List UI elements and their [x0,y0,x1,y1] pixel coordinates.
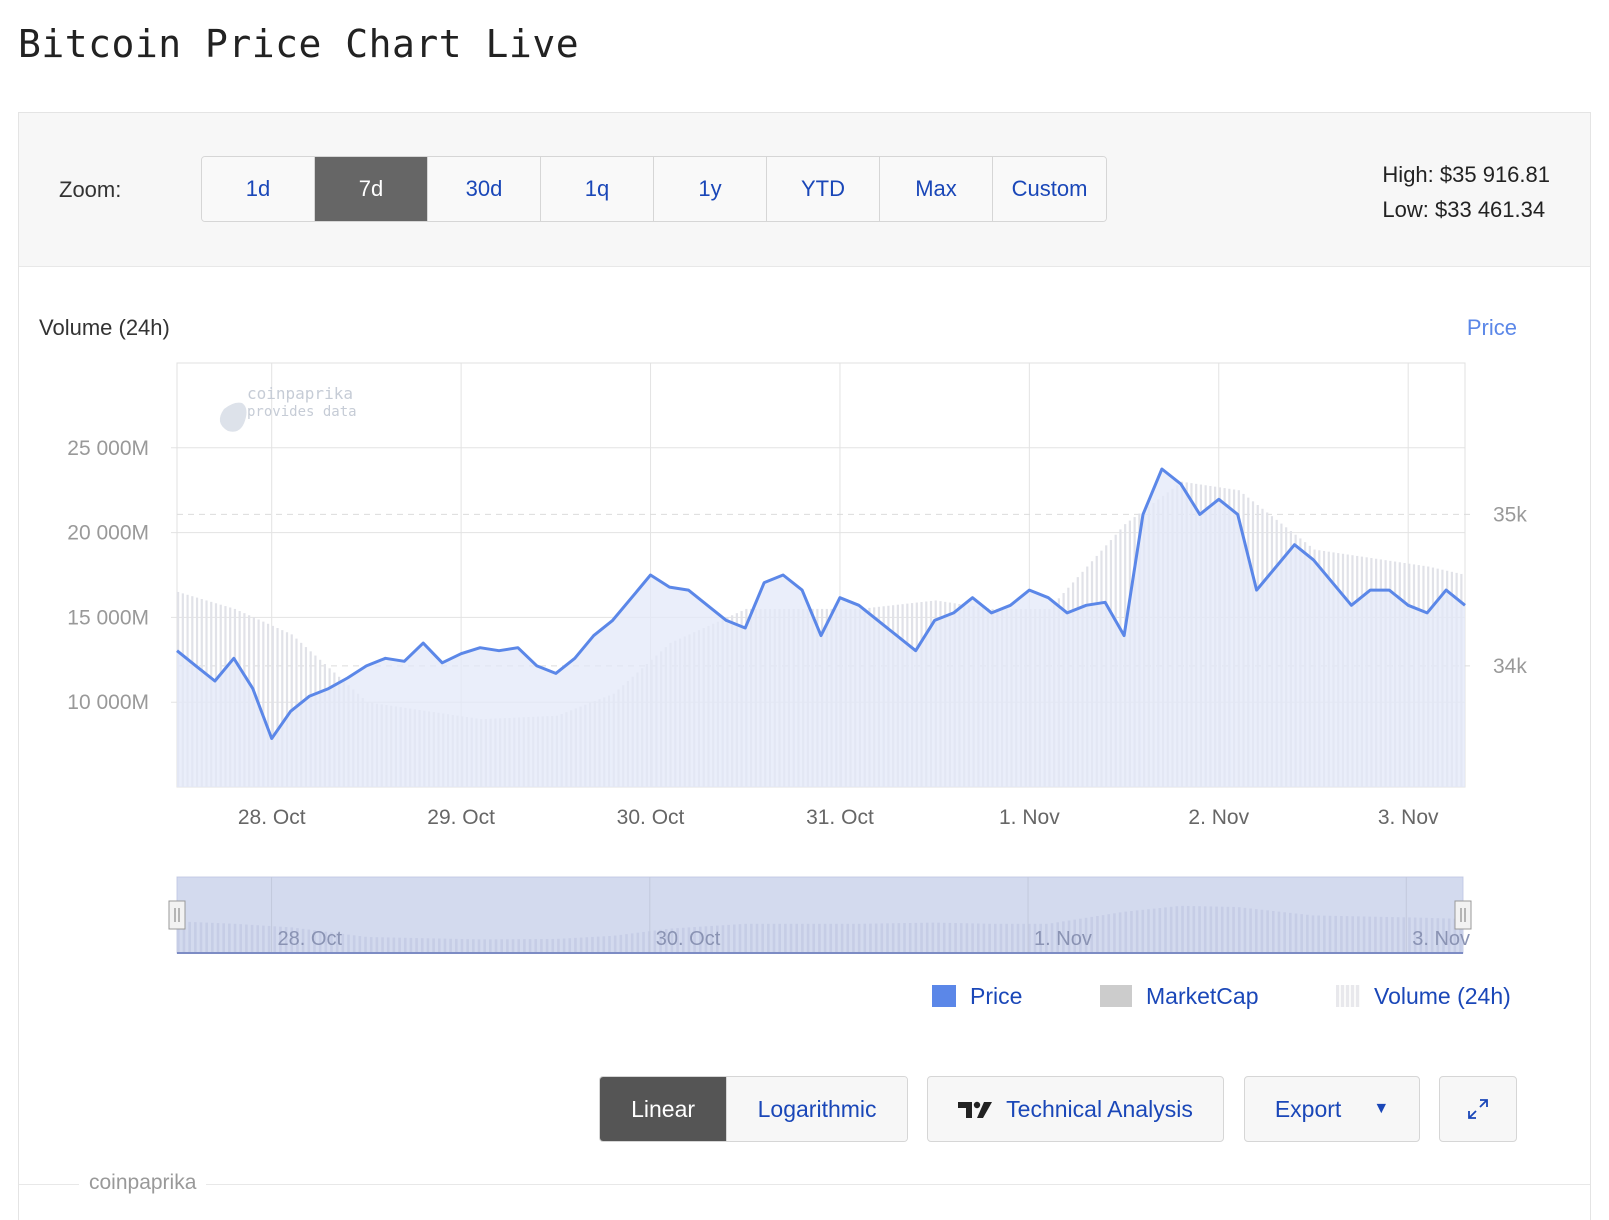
chart-widget: Zoom: 1d 7d 30d 1q 1y YTD Max Custom Hig… [18,112,1591,1220]
coinpaprika-logo [219,402,247,432]
zoom-label: Zoom: [59,177,122,202]
x-tick-label: 3. Nov [1378,806,1439,829]
navigator-label: 1. Nov [1034,928,1092,950]
caret-down-icon: ▼ [1373,1100,1390,1117]
left-axis-title: Volume (24h) [39,315,170,340]
legend-volume-label: Volume (24h) [1374,982,1511,1009]
zoom-ytd-button[interactable]: YTD [767,157,880,221]
legend-item-volume[interactable]: Volume (24h) [1336,981,1511,1011]
expand-icon [1468,1099,1488,1119]
volume-bar [281,630,284,787]
zoom-1y-button[interactable]: 1y [654,157,767,221]
right-tick-label: 35k [1493,503,1527,526]
navigator-selection [177,877,1463,953]
navigator-left-handle[interactable] [168,900,186,930]
fullscreen-button[interactable] [1439,1076,1517,1142]
watermark-name: coinpaprika [247,384,353,403]
price-line [176,467,1466,740]
navigator-right-handle[interactable] [1454,900,1472,930]
right-tick-label: 34k [1493,655,1527,678]
x-tick-label: 30. Oct [617,806,685,829]
left-tick-label: 10 000M [67,691,149,714]
x-tick-label: 28. Oct [238,806,306,829]
x-tick-label: 2. Nov [1188,806,1249,829]
zoom-custom-button[interactable]: Custom [993,157,1106,221]
navigator-label: 28. Oct [278,928,343,950]
zoom-max-button[interactable]: Max [880,157,993,221]
legend-marketcap-swatch [1100,985,1132,1007]
x-tick-label: 31. Oct [806,806,874,829]
volume-bar [285,632,289,787]
price-area [177,469,1465,787]
volume-bar [262,621,265,787]
high-price: High: $35 916.81 [1382,162,1550,187]
legend-volume-swatch [1336,985,1360,1007]
handle-body [1454,900,1472,930]
high-low-summary: High: $35 916.81 Low: $33 461.34 [1382,157,1550,227]
x-tick-label: 29. Oct [427,806,495,829]
right-axis-title: Price [1467,315,1517,340]
left-tick-label: 25 000M [67,437,149,460]
zoom-7d-button[interactable]: 7d [315,157,428,221]
page-title: Bitcoin Price Chart Live [18,22,580,66]
legend-marketcap-label: MarketCap [1146,982,1259,1009]
technical-analysis-button[interactable]: Technical Analysis [927,1076,1224,1142]
chart-toolbar: Zoom: 1d 7d 30d 1q 1y YTD Max Custom Hig… [19,113,1590,267]
footer-source: coinpaprika [79,1171,207,1195]
legend-price-label: Price [970,982,1023,1009]
low-price: Low: $33 461.34 [1382,197,1546,222]
legend-price-swatch [932,985,956,1007]
volume-bar [266,623,270,787]
legend-item-marketcap[interactable]: MarketCap [1100,981,1258,1011]
handle-body [168,900,186,930]
volume-bar [276,628,279,787]
export-label: Export [1274,1095,1342,1122]
watermark-sub: provides data [247,404,357,420]
navigator-label: 3. Nov [1412,928,1470,950]
footer-divider [19,1184,1590,1185]
tradingview-icon [958,1101,993,1118]
zoom-button-group: 1d 7d 30d 1q 1y YTD Max Custom [201,156,1107,222]
left-tick-label: 15 000M [67,606,149,629]
export-button[interactable]: Export ▼ [1244,1076,1420,1142]
zoom-30d-button[interactable]: 30d [428,157,541,221]
volume-bar [271,625,274,787]
zoom-1d-button[interactable]: 1d [202,157,315,221]
left-tick-label: 20 000M [67,522,149,545]
zoom-1q-button[interactable]: 1q [541,157,654,221]
price-chart: 28. Oct 29. Oct 30. Oct 31. Oct 1. Nov 2. Nov… [39,315,1527,954]
logarithmic-scale-button[interactable]: Logarithmic [726,1077,907,1141]
linear-scale-button[interactable]: Linear [600,1077,727,1141]
technical-analysis-label: Technical Analysis [1006,1095,1193,1122]
x-tick-label: 1. Nov [999,806,1060,829]
scale-toggle: Linear Logarithmic [599,1076,908,1142]
navigator-label: 30. Oct [656,928,721,950]
legend-item-price[interactable]: Price [932,981,1022,1011]
